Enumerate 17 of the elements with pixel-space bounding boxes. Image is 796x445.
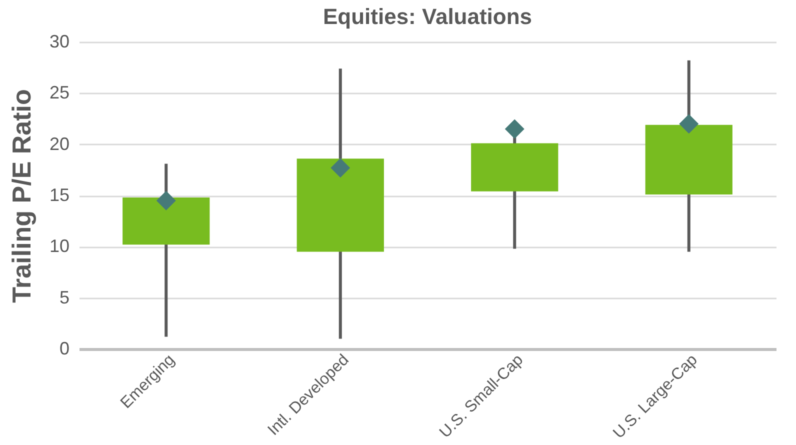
- point: [679, 114, 699, 134]
- point: [156, 190, 176, 210]
- y-tick-label: 30: [49, 32, 70, 52]
- point: [330, 158, 350, 178]
- point: [504, 119, 524, 139]
- bar: [296, 158, 384, 252]
- y-tick-label: 25: [49, 82, 70, 103]
- y-tick-label: 5: [59, 287, 70, 308]
- y-tick-label: 20: [49, 134, 70, 154]
- y-axis-title: Trailing P/E Ratio: [6, 89, 36, 303]
- y-tick-label: 10: [49, 236, 70, 256]
- y-tick-label: 0: [59, 338, 70, 358]
- bar: [122, 198, 210, 245]
- chart-title: Equities: Valuations: [322, 4, 532, 29]
- bar: [645, 124, 732, 194]
- y-tick-label: 15: [49, 185, 70, 205]
- bar: [471, 143, 558, 192]
